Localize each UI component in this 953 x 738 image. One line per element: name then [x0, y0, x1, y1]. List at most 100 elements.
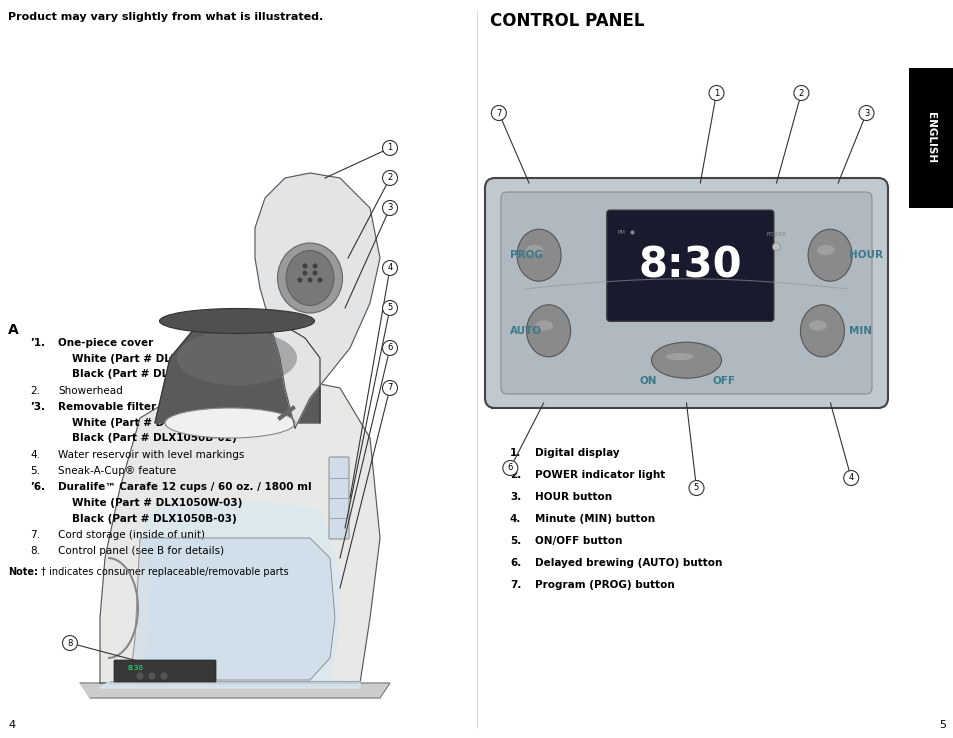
- Ellipse shape: [286, 250, 334, 306]
- Text: 2: 2: [798, 89, 803, 97]
- FancyBboxPatch shape: [606, 210, 773, 321]
- Text: 7: 7: [496, 108, 501, 117]
- Text: Black (Part # DLX1050B-03): Black (Part # DLX1050B-03): [71, 514, 236, 523]
- Text: ENGLISH: ENGLISH: [925, 112, 936, 164]
- Circle shape: [382, 261, 397, 275]
- Text: 1.: 1.: [510, 448, 520, 458]
- Ellipse shape: [165, 408, 294, 438]
- Text: Water reservoir with level markings: Water reservoir with level markings: [58, 449, 244, 460]
- Text: OFF: OFF: [712, 376, 735, 386]
- Text: 7.: 7.: [510, 580, 521, 590]
- Text: Digital display: Digital display: [535, 448, 619, 458]
- Polygon shape: [154, 318, 319, 423]
- Circle shape: [382, 300, 397, 316]
- Text: ’3.: ’3.: [30, 402, 45, 412]
- Text: 1: 1: [387, 143, 393, 153]
- Text: 3: 3: [862, 108, 868, 117]
- Text: 2.: 2.: [510, 470, 520, 480]
- Circle shape: [858, 106, 873, 120]
- FancyBboxPatch shape: [500, 192, 871, 394]
- Circle shape: [298, 278, 301, 282]
- Circle shape: [382, 140, 397, 156]
- Text: Removable filter basket: Removable filter basket: [58, 402, 199, 412]
- Text: Delayed brewing (AUTO) button: Delayed brewing (AUTO) button: [535, 558, 721, 568]
- Text: 3: 3: [387, 204, 393, 213]
- Polygon shape: [100, 378, 379, 683]
- Text: 2: 2: [387, 173, 393, 182]
- Text: 8:30: 8:30: [128, 665, 144, 671]
- Text: 8: 8: [68, 638, 72, 647]
- Text: 4: 4: [847, 474, 853, 483]
- FancyBboxPatch shape: [908, 68, 953, 208]
- Text: Showerhead: Showerhead: [58, 385, 123, 396]
- Text: Control panel (see B for details): Control panel (see B for details): [58, 547, 224, 556]
- Circle shape: [160, 672, 168, 680]
- Text: POWER: POWER: [765, 232, 785, 237]
- Text: ’1.: ’1.: [30, 338, 45, 348]
- Circle shape: [382, 201, 397, 215]
- Circle shape: [491, 106, 506, 120]
- Circle shape: [303, 271, 307, 275]
- Circle shape: [318, 278, 321, 282]
- Circle shape: [303, 264, 307, 268]
- Text: 5.: 5.: [510, 536, 520, 546]
- Text: 7: 7: [387, 384, 393, 393]
- Ellipse shape: [517, 230, 560, 281]
- Ellipse shape: [277, 243, 342, 313]
- Polygon shape: [254, 173, 379, 428]
- Text: 8.: 8.: [30, 547, 40, 556]
- Text: Note:: Note:: [8, 567, 38, 577]
- Text: † indicates consumer replaceable/removable parts: † indicates consumer replaceable/removab…: [38, 567, 289, 577]
- Ellipse shape: [159, 308, 314, 334]
- Text: 4.: 4.: [510, 514, 521, 524]
- Ellipse shape: [526, 305, 570, 356]
- Ellipse shape: [816, 245, 834, 255]
- Ellipse shape: [807, 230, 851, 281]
- Text: Duralife™ Carafe 12 cups / 60 oz. / 1800 ml: Duralife™ Carafe 12 cups / 60 oz. / 1800…: [58, 483, 312, 492]
- Polygon shape: [80, 683, 390, 698]
- Text: POWER indicator light: POWER indicator light: [535, 470, 664, 480]
- Text: 8:30: 8:30: [638, 245, 741, 286]
- Text: A: A: [8, 323, 19, 337]
- Circle shape: [308, 278, 312, 282]
- Text: PROG: PROG: [510, 250, 542, 261]
- Text: MIN: MIN: [848, 325, 871, 336]
- Circle shape: [382, 381, 397, 396]
- FancyBboxPatch shape: [329, 457, 349, 539]
- Polygon shape: [100, 503, 359, 688]
- Text: AUTO: AUTO: [510, 325, 542, 336]
- Ellipse shape: [665, 353, 693, 360]
- Text: One-piece cover: One-piece cover: [58, 338, 153, 348]
- Circle shape: [842, 471, 858, 486]
- Circle shape: [502, 461, 517, 475]
- Text: Black (Part # DLX1050B-01): Black (Part # DLX1050B-01): [71, 369, 236, 379]
- Ellipse shape: [651, 342, 720, 378]
- Text: 6: 6: [507, 463, 513, 472]
- Text: Minute (MIN) button: Minute (MIN) button: [535, 514, 655, 524]
- Text: ’6.: ’6.: [30, 483, 45, 492]
- Text: 5: 5: [387, 303, 393, 312]
- Text: Cord storage (inside of unit): Cord storage (inside of unit): [58, 530, 205, 540]
- Circle shape: [772, 243, 780, 251]
- Text: 1: 1: [713, 89, 719, 97]
- Text: 6.: 6.: [510, 558, 520, 568]
- Ellipse shape: [535, 320, 553, 331]
- Ellipse shape: [800, 305, 843, 356]
- Circle shape: [793, 86, 808, 100]
- Text: Program (PROG) button: Program (PROG) button: [535, 580, 674, 590]
- Text: ON: ON: [639, 376, 657, 386]
- Text: PM: PM: [618, 230, 625, 235]
- Circle shape: [148, 672, 156, 680]
- Text: HOUR: HOUR: [848, 250, 882, 261]
- Text: 5.: 5.: [30, 466, 40, 476]
- Text: 2.: 2.: [30, 385, 40, 396]
- Text: White (Part # DLX1050W-01): White (Part # DLX1050W-01): [71, 354, 242, 364]
- FancyBboxPatch shape: [484, 178, 887, 408]
- Text: 6: 6: [387, 343, 393, 353]
- Text: B: B: [490, 398, 500, 412]
- Text: CONTROL PANEL: CONTROL PANEL: [490, 12, 644, 30]
- Circle shape: [382, 340, 397, 356]
- Circle shape: [313, 271, 316, 275]
- Polygon shape: [130, 538, 335, 681]
- Text: ON/OFF button: ON/OFF button: [535, 536, 621, 546]
